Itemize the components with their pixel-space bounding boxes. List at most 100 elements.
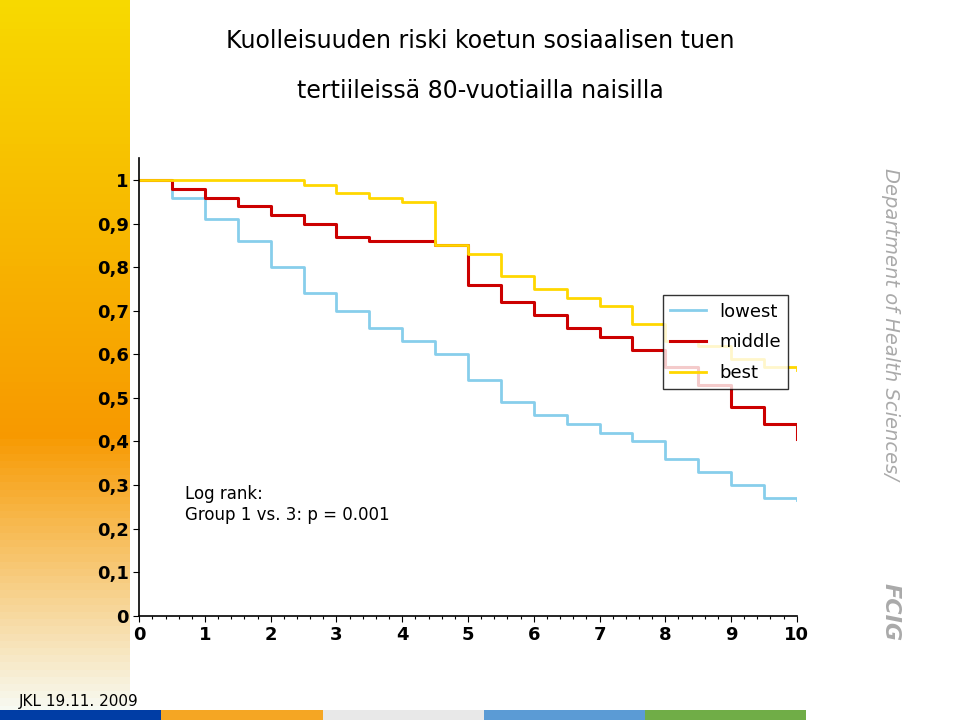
Bar <box>0 576 130 583</box>
Text: FCIG: FCIG <box>881 583 900 641</box>
Bar <box>0 151 130 158</box>
Bar <box>0 274 130 281</box>
Bar <box>0 259 130 266</box>
Bar <box>0 72 130 79</box>
Bar <box>0 706 130 713</box>
Bar <box>0 108 130 115</box>
Bar <box>0 684 130 691</box>
Bar <box>0 511 130 518</box>
Bar <box>0 43 130 50</box>
Bar <box>0 130 130 137</box>
Bar <box>0 605 130 612</box>
Bar <box>0 461 130 468</box>
Bar <box>0 281 130 288</box>
Bar <box>0 454 130 461</box>
Bar <box>0 302 130 310</box>
Bar <box>0 490 130 497</box>
Bar <box>645 710 806 720</box>
Bar <box>0 245 130 252</box>
Bar <box>484 710 645 720</box>
Bar <box>0 7 130 14</box>
Bar <box>0 410 130 418</box>
Bar <box>0 101 130 108</box>
Bar <box>0 288 130 295</box>
Bar <box>0 79 130 86</box>
Bar <box>0 144 130 151</box>
Bar <box>0 634 130 641</box>
Bar <box>0 115 130 122</box>
Bar <box>323 710 484 720</box>
Bar <box>0 360 130 367</box>
Bar <box>0 562 130 569</box>
Bar <box>0 173 130 180</box>
Bar <box>0 518 130 526</box>
Bar <box>0 346 130 353</box>
Text: Kuolleisuuden riski koetun sosiaalisen tuen: Kuolleisuuden riski koetun sosiaalisen t… <box>226 29 734 53</box>
Bar <box>0 432 130 439</box>
Bar <box>0 713 130 720</box>
Bar <box>0 252 130 259</box>
Bar <box>0 374 130 382</box>
Bar <box>0 540 130 547</box>
Bar <box>0 86 130 94</box>
Bar <box>0 180 130 187</box>
Text: tertiileissä 80-vuotiailla naisilla: tertiileissä 80-vuotiailla naisilla <box>297 79 663 103</box>
Bar <box>0 216 130 223</box>
Bar <box>0 547 130 554</box>
Bar <box>0 29 130 36</box>
Bar <box>0 396 130 403</box>
Bar <box>0 230 130 238</box>
Bar <box>0 58 130 65</box>
Bar <box>0 691 130 698</box>
Bar <box>0 504 130 511</box>
Bar <box>0 137 130 144</box>
Bar <box>0 612 130 619</box>
Legend: lowest, middle, best: lowest, middle, best <box>663 295 788 390</box>
Bar <box>0 619 130 626</box>
Bar <box>0 626 130 634</box>
Bar <box>0 533 130 540</box>
Bar <box>0 554 130 562</box>
Bar <box>0 662 130 670</box>
Bar <box>0 353 130 360</box>
Bar <box>0 331 130 338</box>
Bar <box>0 158 130 166</box>
Bar <box>0 389 130 396</box>
Bar <box>0 209 130 216</box>
Bar <box>0 403 130 410</box>
Bar <box>0 295 130 302</box>
Bar <box>0 194 130 202</box>
Bar <box>0 475 130 482</box>
Bar <box>0 583 130 590</box>
Bar <box>0 22 130 29</box>
Bar <box>0 367 130 374</box>
Bar <box>0 324 130 331</box>
Bar <box>0 187 130 194</box>
Bar <box>0 122 130 130</box>
Bar <box>0 698 130 706</box>
Bar <box>0 670 130 677</box>
Bar <box>0 166 130 173</box>
Bar <box>0 65 130 72</box>
Bar <box>0 526 130 533</box>
Bar <box>0 710 161 720</box>
Bar <box>0 497 130 504</box>
Bar <box>0 677 130 684</box>
Bar <box>0 382 130 389</box>
Bar <box>0 598 130 605</box>
Text: Log rank:
Group 1 vs. 3: p = 0.001: Log rank: Group 1 vs. 3: p = 0.001 <box>185 485 390 523</box>
Bar <box>0 446 130 454</box>
Bar <box>0 14 130 22</box>
Bar <box>0 569 130 576</box>
Text: JKL 19.11. 2009: JKL 19.11. 2009 <box>19 694 139 709</box>
Bar <box>0 648 130 655</box>
Bar <box>0 0 130 7</box>
Bar <box>0 266 130 274</box>
Bar <box>0 655 130 662</box>
Bar <box>0 50 130 58</box>
Bar <box>0 238 130 245</box>
Bar <box>0 590 130 598</box>
Bar <box>0 36 130 43</box>
Bar <box>0 202 130 209</box>
Bar <box>0 641 130 648</box>
